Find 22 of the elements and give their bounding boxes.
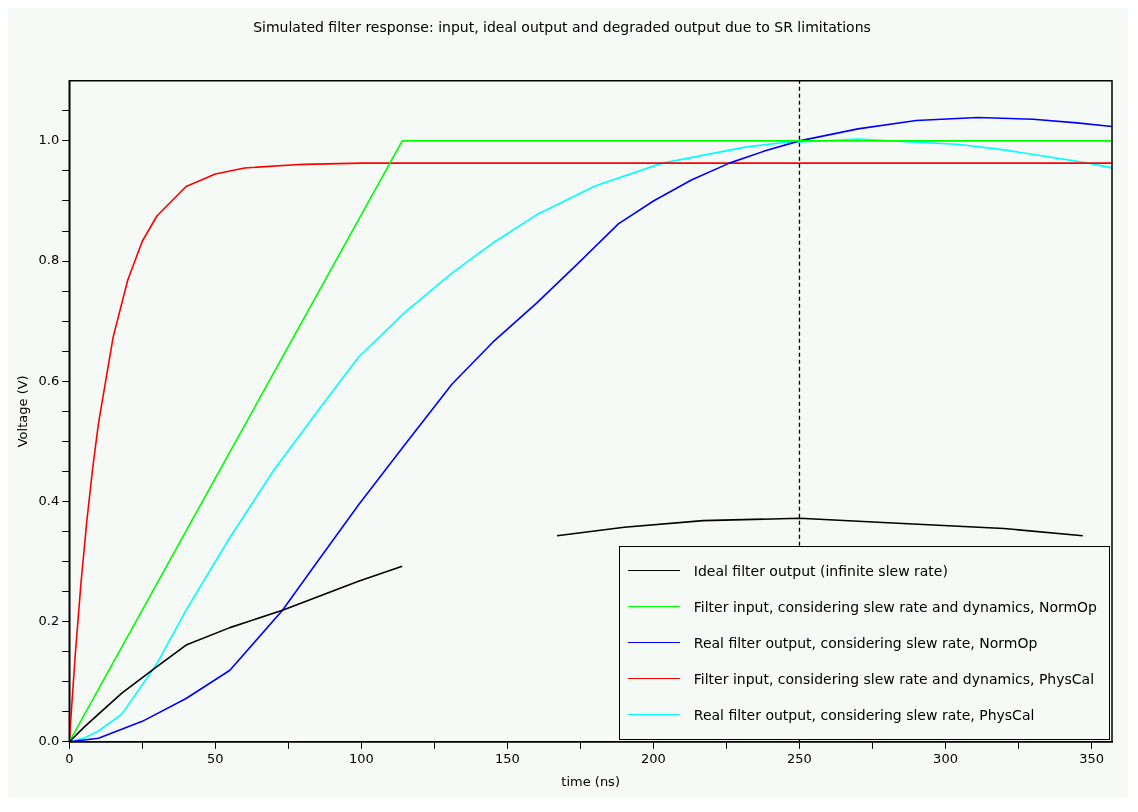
legend-label: Filter input, considering slew rate and dynamics, NormOp — [693, 598, 1097, 615]
x-tick-label: 0 — [65, 750, 74, 766]
y-axis-title: Voltage (V) — [15, 375, 31, 448]
y-tick-label: 0.2 — [38, 612, 60, 628]
x-tick-label: 200 — [641, 750, 666, 766]
x-tick-label: 300 — [933, 750, 958, 766]
x-tick-label: 50 — [207, 750, 224, 766]
x-tick-label: 250 — [787, 750, 812, 766]
y-tick-label: 0.8 — [38, 252, 60, 268]
y-tick-label: 0.4 — [38, 492, 60, 508]
y-tick-label: 0.6 — [38, 372, 60, 388]
x-tick-label: 150 — [494, 750, 520, 766]
legend-label: Ideal filter output (infinite slew rate) — [693, 562, 948, 579]
x-tick-label: 100 — [348, 750, 374, 766]
y-tick-label: 0.0 — [38, 733, 60, 749]
y-tick-label: 1.0 — [38, 132, 60, 148]
legend-label: Real filter output, considering slew rate, NormOp — [693, 634, 1038, 651]
x-axis-title: time (ns) — [561, 773, 620, 789]
x-tick-label: 350 — [1079, 750, 1104, 766]
chart-title: Simulated filter response: input, ideal output and degraded output due to SR limitations — [253, 19, 871, 36]
legend-label: Real filter output, considering slew rate, PhysCal — [693, 706, 1035, 723]
legend-label: Filter input, considering slew rate and dynamics, PhysCal — [693, 670, 1095, 687]
